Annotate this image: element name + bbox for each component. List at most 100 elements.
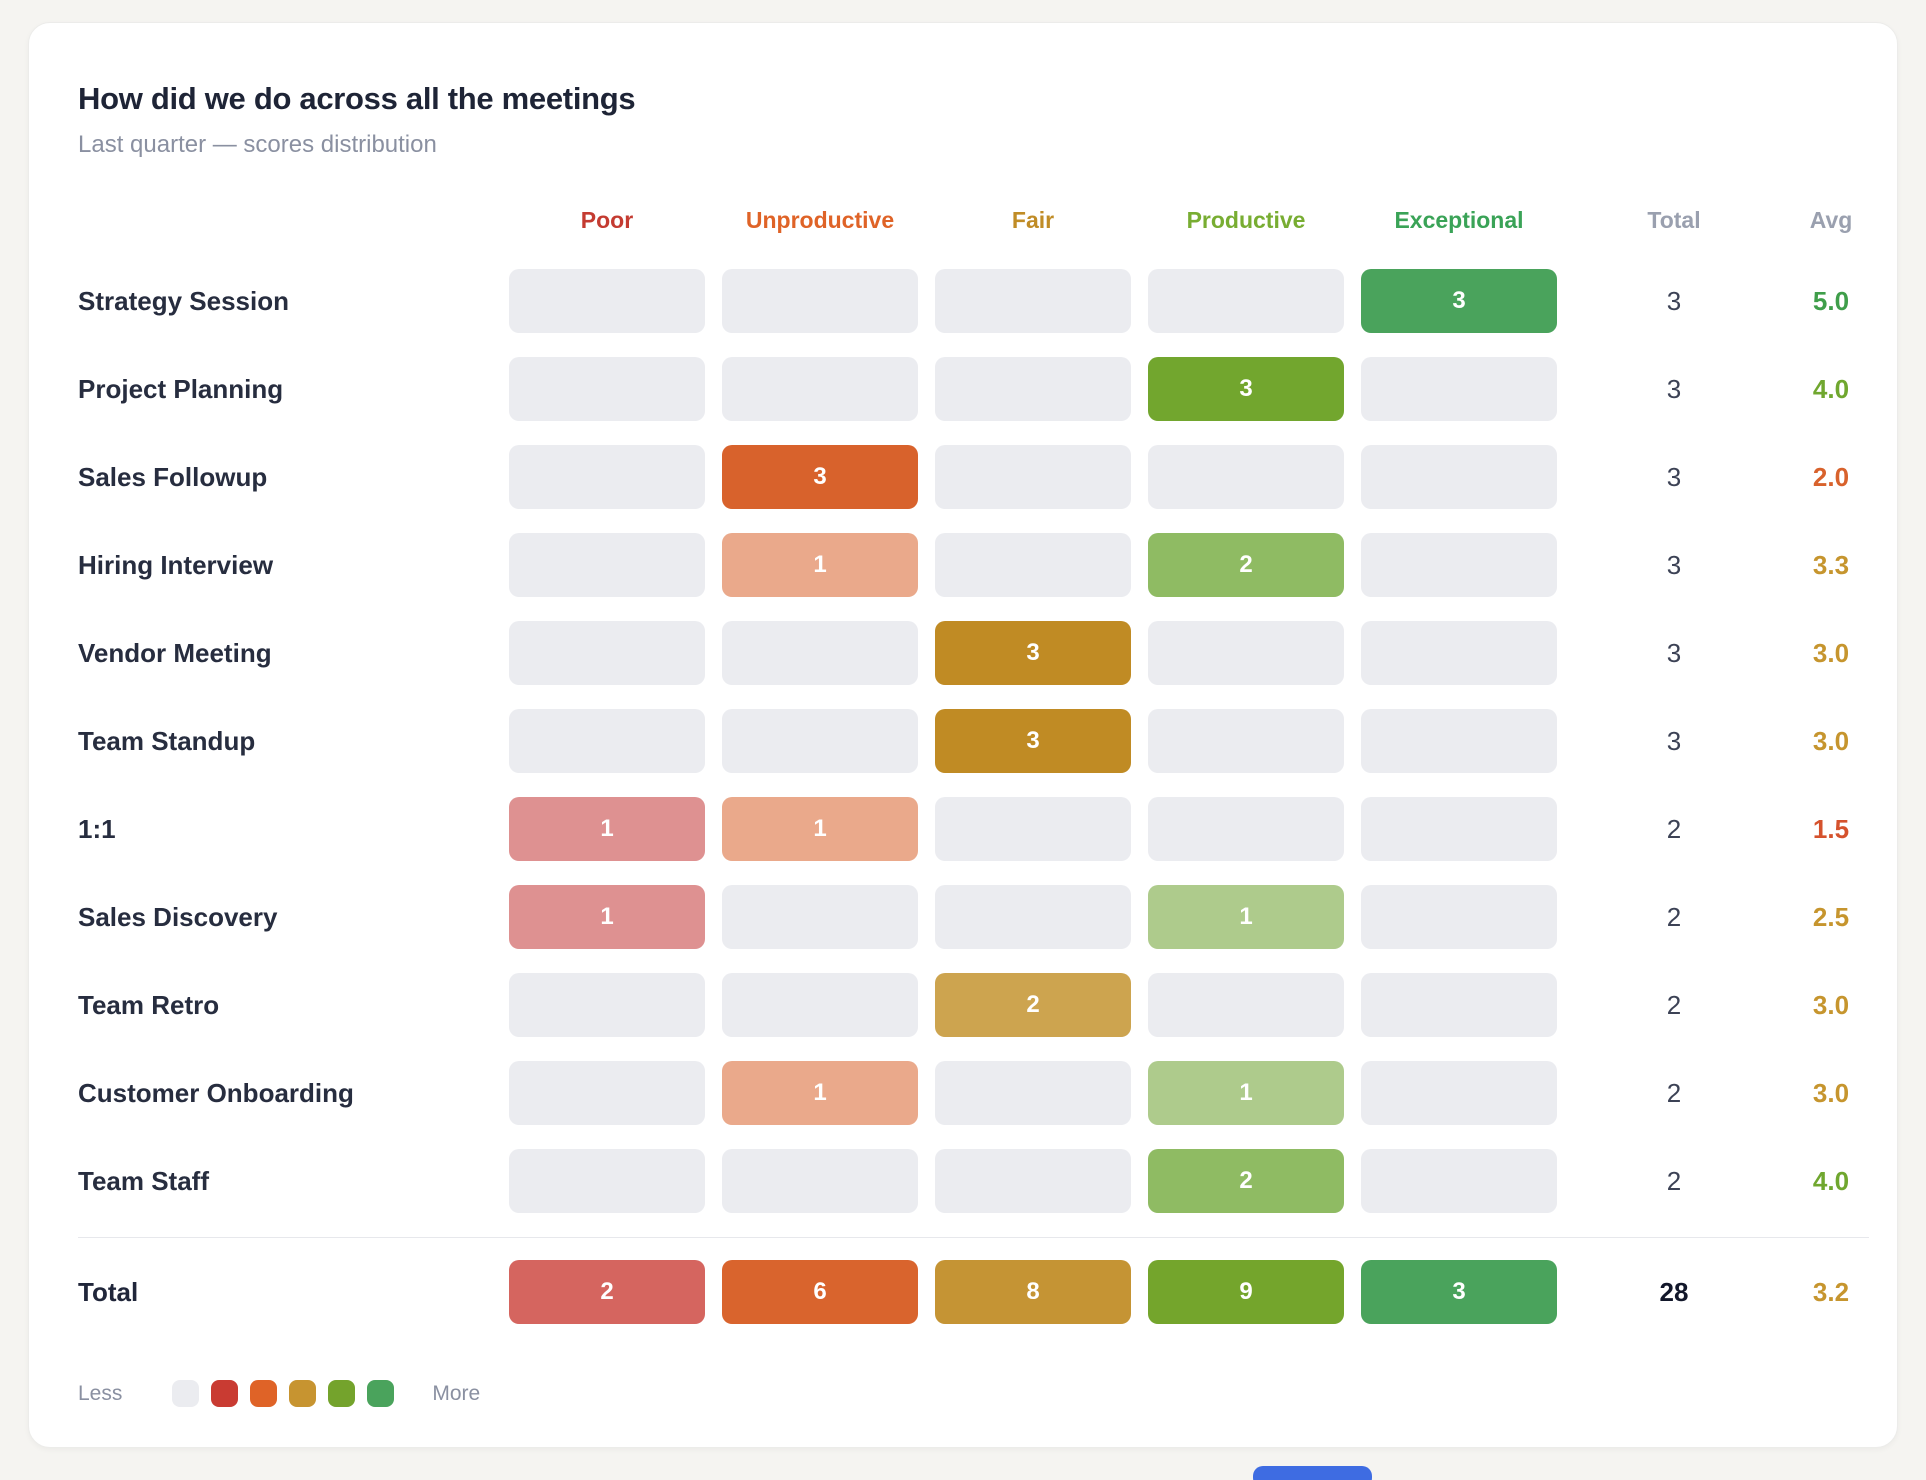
column-header-avg: Avg bbox=[1809, 206, 1853, 233]
table-row: Strategy Session 3 3 5.0 bbox=[78, 269, 1869, 333]
row-avg: 3.3 bbox=[1812, 549, 1850, 580]
row-total: 3 bbox=[1666, 461, 1682, 492]
heat-cell-exceptional bbox=[1361, 357, 1557, 421]
table-row: 1:1 1 1 2 1.5 bbox=[78, 797, 1869, 861]
heat-cell-productive bbox=[1148, 973, 1344, 1037]
heat-cell-productive: 2 bbox=[1148, 1149, 1344, 1213]
heatmap-rows: Strategy Session 3 3 5.0 Project Plannin… bbox=[78, 269, 1869, 1213]
heat-cell-value: 2 bbox=[1026, 991, 1040, 1018]
row-label: Project Planning bbox=[78, 373, 284, 404]
row-label: 1:1 bbox=[78, 813, 116, 844]
heat-cell-productive: 9 bbox=[1148, 1260, 1344, 1324]
table-row: Team Standup 3 3 3.0 bbox=[78, 709, 1869, 773]
heat-cell-unproductive bbox=[722, 621, 918, 685]
legend-swatch-5 bbox=[367, 1380, 395, 1407]
table-row: Sales Discovery 1 1 2 2.5 bbox=[78, 885, 1869, 949]
row-total: 28 bbox=[1659, 1276, 1689, 1307]
heat-cell-productive bbox=[1148, 797, 1344, 861]
heat-cell-value: 9 bbox=[1239, 1278, 1253, 1305]
row-avg: 3.0 bbox=[1812, 1077, 1850, 1108]
row-label: Sales Discovery bbox=[78, 901, 278, 932]
heat-cell-productive bbox=[1148, 445, 1344, 509]
heat-cell-poor: 1 bbox=[509, 885, 705, 949]
heat-cell-fair bbox=[935, 445, 1131, 509]
heat-cell-unproductive bbox=[722, 269, 918, 333]
total-divider bbox=[78, 1237, 1869, 1238]
legend-more-label: More bbox=[432, 1381, 481, 1405]
heat-cell-fair bbox=[935, 1061, 1131, 1125]
heat-cell-value: 2 bbox=[1239, 551, 1253, 578]
heat-legend: Less More bbox=[78, 1380, 1869, 1407]
heat-cell-poor: 2 bbox=[509, 1260, 705, 1324]
meetings-score-card: How did we do across all the meetings La… bbox=[28, 22, 1898, 1448]
heat-cell-unproductive bbox=[722, 1149, 918, 1213]
heat-cell-exceptional bbox=[1361, 1149, 1557, 1213]
column-header-unproductive: Unproductive bbox=[745, 206, 895, 233]
heat-cell-fair bbox=[935, 1149, 1131, 1213]
row-avg: 3.0 bbox=[1812, 989, 1850, 1020]
legend-swatch-2 bbox=[250, 1380, 278, 1407]
row-total: 2 bbox=[1666, 1165, 1682, 1196]
row-label: Vendor Meeting bbox=[78, 637, 272, 668]
table-row: Team Retro 2 2 3.0 bbox=[78, 973, 1869, 1037]
row-label: Sales Followup bbox=[78, 461, 268, 492]
heat-cell-poor bbox=[509, 621, 705, 685]
legend-swatch-4 bbox=[328, 1380, 356, 1407]
row-label: Team Standup bbox=[78, 725, 256, 756]
legend-swatch-1 bbox=[211, 1380, 239, 1407]
heat-cell-fair bbox=[935, 357, 1131, 421]
legend-swatches bbox=[172, 1380, 395, 1407]
heat-cell-unproductive: 3 bbox=[722, 445, 918, 509]
heat-cell-poor bbox=[509, 1061, 705, 1125]
table-row: Sales Followup 3 3 2.0 bbox=[78, 445, 1869, 509]
row-avg: 3.0 bbox=[1812, 637, 1850, 668]
heat-cell-unproductive: 1 bbox=[722, 1061, 918, 1125]
row-label: Total bbox=[78, 1276, 139, 1307]
row-label: Team Staff bbox=[78, 1165, 209, 1196]
row-avg: 4.0 bbox=[1812, 373, 1850, 404]
heat-cell-poor bbox=[509, 533, 705, 597]
heat-cell-productive bbox=[1148, 709, 1344, 773]
legend-less-label: Less bbox=[78, 1381, 123, 1405]
row-avg: 1.5 bbox=[1812, 813, 1850, 844]
table-row: Team Staff 2 2 4.0 bbox=[78, 1149, 1869, 1213]
heat-cell-productive bbox=[1148, 269, 1344, 333]
heat-cell-poor bbox=[509, 357, 705, 421]
page-subtitle: Last quarter — scores distribution bbox=[78, 131, 437, 158]
row-total: 3 bbox=[1666, 549, 1682, 580]
heat-cell-exceptional bbox=[1361, 1061, 1557, 1125]
heat-cell-exceptional bbox=[1361, 797, 1557, 861]
heat-cell-poor bbox=[509, 709, 705, 773]
heat-cell-value: 3 bbox=[1452, 287, 1466, 314]
row-avg: 3.0 bbox=[1812, 725, 1850, 756]
heat-cell-fair bbox=[935, 269, 1131, 333]
heat-cell-fair bbox=[935, 885, 1131, 949]
heat-cell-value: 2 bbox=[600, 1278, 614, 1305]
heat-cell-value: 6 bbox=[813, 1278, 827, 1305]
heat-cell-exceptional bbox=[1361, 709, 1557, 773]
row-label: Team Retro bbox=[78, 989, 220, 1020]
heat-cell-value: 1 bbox=[600, 815, 614, 842]
heat-cell-unproductive bbox=[722, 973, 918, 1037]
column-header-fair: Fair bbox=[1011, 206, 1055, 233]
heat-cell-productive: 1 bbox=[1148, 1061, 1344, 1125]
heat-cell-value: 3 bbox=[1452, 1278, 1466, 1305]
row-total: 3 bbox=[1666, 725, 1682, 756]
row-total: 2 bbox=[1666, 989, 1682, 1020]
row-total: 2 bbox=[1666, 813, 1682, 844]
row-avg: 2.5 bbox=[1812, 901, 1850, 932]
legend-swatch-3 bbox=[289, 1380, 317, 1407]
row-avg: 5.0 bbox=[1812, 285, 1850, 316]
row-total: 2 bbox=[1666, 901, 1682, 932]
row-total: 3 bbox=[1666, 285, 1682, 316]
heat-cell-fair: 3 bbox=[935, 709, 1131, 773]
legend-swatch-0 bbox=[172, 1380, 200, 1407]
column-header-poor: Poor bbox=[580, 206, 634, 233]
heat-cell-productive: 3 bbox=[1148, 357, 1344, 421]
table-row: Hiring Interview 1 2 3 3.3 bbox=[78, 533, 1869, 597]
heat-cell-productive bbox=[1148, 621, 1344, 685]
heat-cell-exceptional bbox=[1361, 533, 1557, 597]
heat-cell-productive: 1 bbox=[1148, 885, 1344, 949]
scrollbar-thumb[interactable] bbox=[1253, 1466, 1372, 1480]
row-total: 3 bbox=[1666, 373, 1682, 404]
